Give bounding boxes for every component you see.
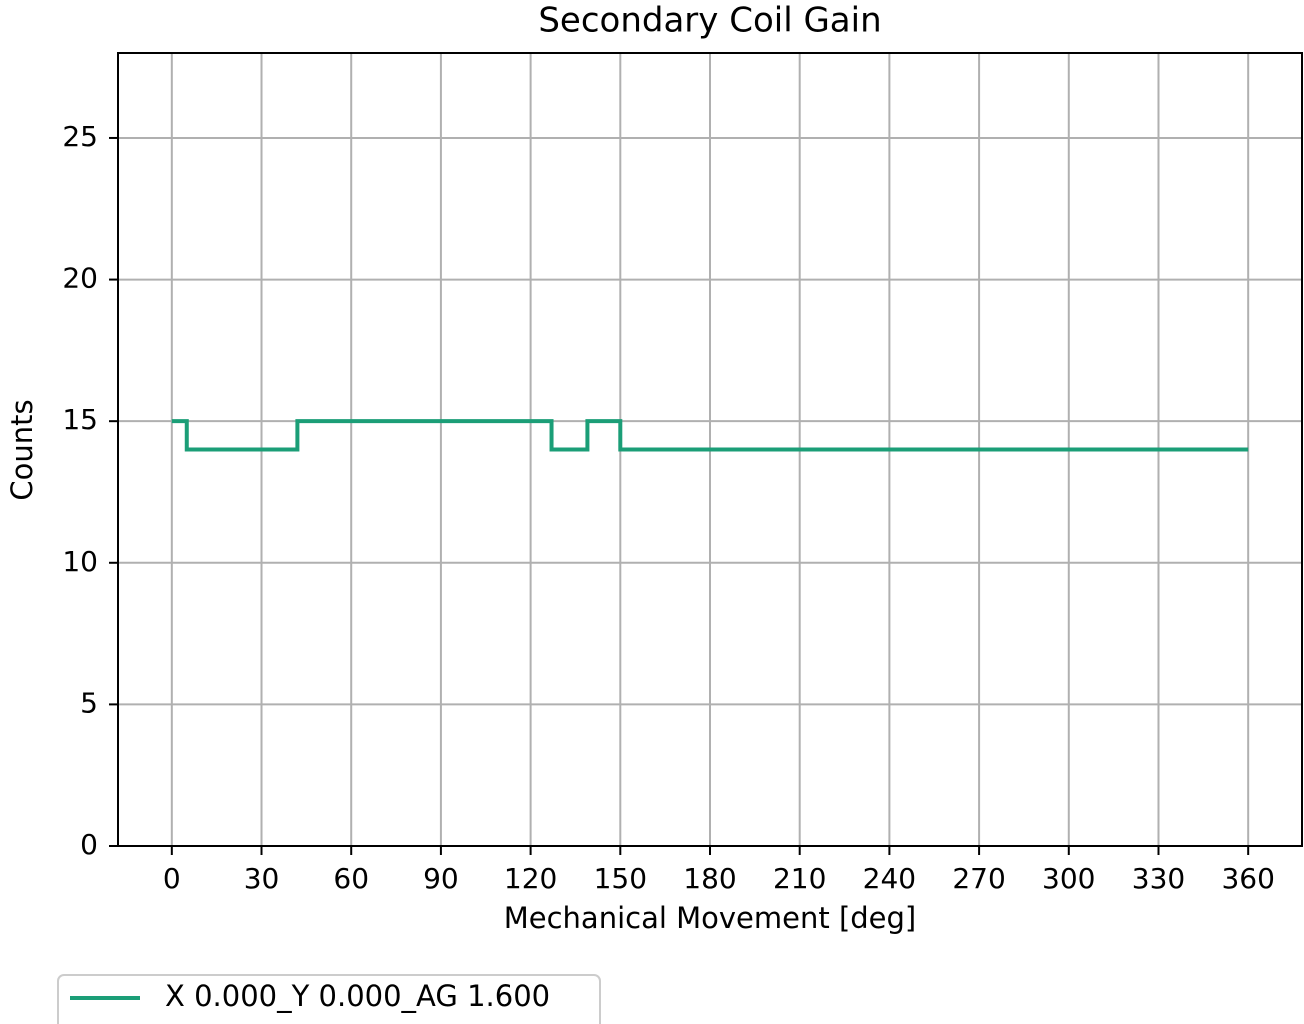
y-tick-label: 5 xyxy=(80,686,98,719)
y-axis-label: Counts xyxy=(5,399,39,500)
x-tick-label: 210 xyxy=(773,862,826,895)
x-tick-label: 90 xyxy=(423,862,459,895)
x-tick-label: 360 xyxy=(1221,862,1274,895)
x-tick-label: 330 xyxy=(1132,862,1185,895)
data-line xyxy=(171,419,1249,452)
x-axis-label: Mechanical Movement [deg] xyxy=(504,901,917,935)
x-tick-label: 300 xyxy=(1042,862,1095,895)
plot-frame xyxy=(117,52,1303,847)
chart-title: Secondary Coil Gain xyxy=(538,1,881,41)
x-tick-label: 270 xyxy=(952,862,1005,895)
y-tick-label: 10 xyxy=(62,545,98,578)
y-tick-label: 0 xyxy=(80,828,98,861)
legend-label: X 0.000_Y 0.000_AG 1.600 xyxy=(165,979,550,1013)
y-tick-label: 15 xyxy=(62,403,98,436)
y-tick-label: 25 xyxy=(62,120,98,153)
legend-box xyxy=(57,974,601,1024)
x-tick-label: 150 xyxy=(594,862,647,895)
x-tick-label: 0 xyxy=(163,862,181,895)
x-tick-label: 30 xyxy=(244,862,280,895)
y-tick-label: 20 xyxy=(62,262,98,295)
x-tick-label: 240 xyxy=(863,862,916,895)
x-tick-label: 180 xyxy=(683,862,736,895)
x-tick-label: 60 xyxy=(333,862,369,895)
x-tick-label: 120 xyxy=(504,862,557,895)
